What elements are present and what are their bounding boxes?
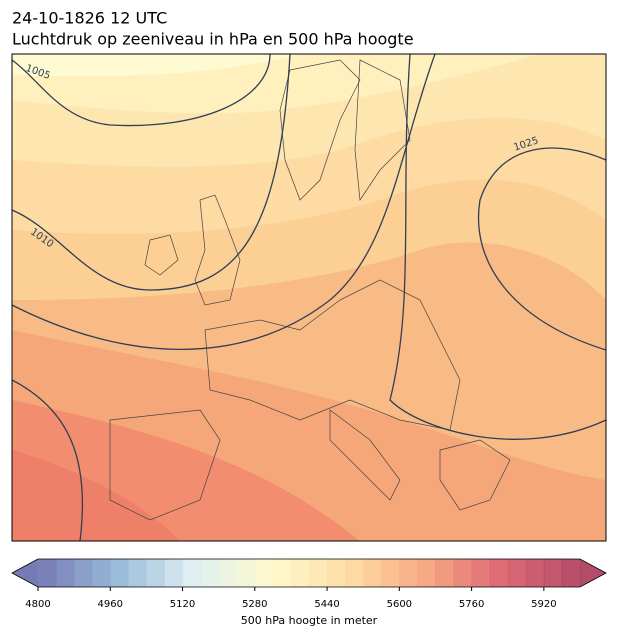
colorbar-segment xyxy=(200,559,220,587)
colorbar-segment xyxy=(254,559,274,587)
colorbar-segment xyxy=(92,559,111,587)
colorbar-segment xyxy=(471,559,491,587)
colorbar-tick-label: 5120 xyxy=(170,599,195,610)
colorbar-extend-high xyxy=(580,559,606,587)
colorbar-segment xyxy=(345,559,364,587)
colorbar-tick-label: 5760 xyxy=(459,599,484,610)
colorbar-segment xyxy=(236,559,256,587)
colorbar-segment xyxy=(453,559,473,587)
colorbar-segment xyxy=(272,559,292,587)
colorbar-tick-label: 4960 xyxy=(98,599,123,610)
colorbar-segment xyxy=(290,559,310,587)
colorbar-outline xyxy=(11,558,607,588)
isobars xyxy=(12,54,606,541)
colorbar-segment xyxy=(128,559,147,587)
colorbar-segment xyxy=(417,559,436,587)
colorbar-segment xyxy=(110,559,129,587)
colorbar-segment xyxy=(56,559,75,587)
colorbar-segment xyxy=(507,559,527,587)
map-frame xyxy=(11,53,607,542)
colorbar-segment xyxy=(164,559,184,587)
colorbar-segment xyxy=(399,559,418,587)
colorbar-segment xyxy=(38,559,57,587)
colorbar-segment xyxy=(182,559,202,587)
colorbar-tick-label: 5600 xyxy=(387,599,412,610)
colorbar-segment xyxy=(363,559,382,587)
colorbar-tick-label: 5280 xyxy=(242,599,267,610)
colorbar-segment xyxy=(543,559,563,587)
colorbar-segment xyxy=(435,559,455,587)
colorbar: 4800 4960 5120 5280 5440 5600 5760 5920 xyxy=(11,558,607,610)
title: 24-10-1826 12 UTC xyxy=(12,9,167,28)
colorbar-segment xyxy=(146,559,165,587)
colorbar-tick-label: 5920 xyxy=(531,599,556,610)
colorbar-segment xyxy=(561,559,581,587)
subtitle: Luchtdruk op zeeniveau in hPa en 500 hPa… xyxy=(12,30,414,49)
colorbar-label: 500 hPa hoogte in meter xyxy=(241,614,378,627)
colorbar-segment xyxy=(489,559,509,587)
colorbar-segment xyxy=(309,559,328,587)
colorbar-tick-label: 4800 xyxy=(25,599,50,610)
colorbar-extend-low xyxy=(12,559,38,587)
height-field xyxy=(12,54,606,541)
colorbar-segment xyxy=(218,559,238,587)
colorbar-segment xyxy=(381,559,400,587)
coastlines xyxy=(109,59,511,521)
colorbar-segment xyxy=(525,559,545,587)
colorbar-segment xyxy=(327,559,346,587)
colorbar-tick-label: 5440 xyxy=(314,599,339,610)
colorbar-segment xyxy=(74,559,93,587)
